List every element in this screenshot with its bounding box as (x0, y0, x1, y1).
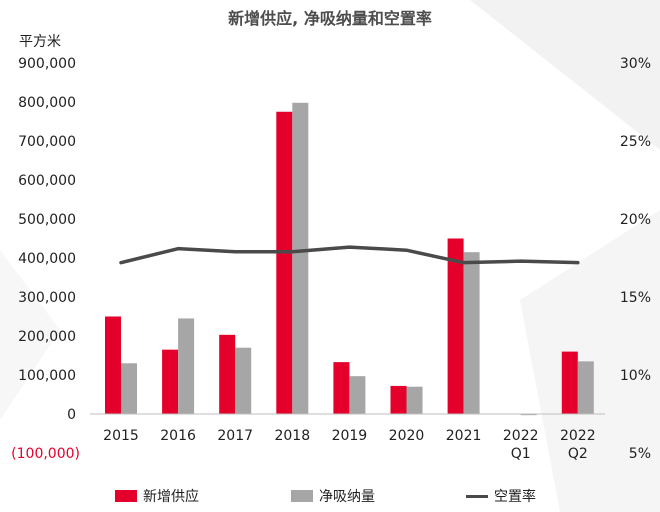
bar-supply (105, 316, 121, 414)
y-left-tick-label: 800,000 (18, 95, 76, 111)
bar-supply (219, 334, 236, 414)
bar-absorption (121, 363, 137, 414)
bar-supply (333, 362, 350, 414)
y-right-tick-label: 20% (620, 212, 651, 228)
bar-absorption (178, 318, 195, 414)
x-tick-label: 2018 (274, 428, 310, 444)
bar-supply (561, 351, 578, 414)
y-left-tick-label: 100,000 (18, 368, 76, 384)
y-left-tick-label: 500,000 (18, 212, 76, 228)
legend-swatch-absorption (291, 490, 313, 502)
legend-item-absorption: 净吸纳量 (291, 486, 375, 506)
legend-item-vacancy: 空置率 (466, 486, 536, 506)
bar-absorption (520, 414, 537, 416)
x-tick-label: 2015 (103, 428, 139, 444)
y-right-tick-label: 15% (620, 290, 651, 306)
x-tick-label: 2022 (503, 428, 539, 444)
legend-label-supply: 新增供应 (143, 489, 199, 505)
y-left-tick-label: 200,000 (18, 329, 76, 345)
legend-swatch-vacancy (466, 494, 488, 498)
y-right-tick-label: 25% (620, 134, 651, 150)
bar-absorption (577, 361, 594, 414)
y-left-tick-label: 600,000 (18, 173, 76, 189)
y-left-tick-label: 0 (67, 407, 76, 423)
legend-label-absorption: 净吸纳量 (319, 489, 375, 505)
x-tick-label: Q2 (568, 446, 588, 462)
y-left-tick-label: 400,000 (18, 251, 76, 267)
bar-absorption (235, 347, 252, 414)
y-axis-unit-label: 平方米 (19, 34, 61, 50)
x-tick-label: 2016 (160, 428, 196, 444)
bar-supply (276, 111, 293, 414)
y-right-tick-label: 30% (620, 56, 651, 72)
y-right-tick-label: 10% (620, 368, 651, 384)
x-tick-label: 2019 (332, 428, 368, 444)
line-vacancy-rate (119, 245, 580, 265)
bar-supply (162, 349, 179, 414)
x-tick-label: 2021 (446, 428, 482, 444)
x-tick-label: 2020 (389, 428, 425, 444)
legend-swatch-supply (115, 490, 137, 502)
bar-absorption (406, 386, 423, 414)
legend-item-supply: 新增供应 (115, 486, 199, 506)
bar-absorption (292, 102, 309, 414)
bar-supply (390, 385, 407, 414)
x-tick-label: 2017 (217, 428, 253, 444)
y-left-tick-label: 300,000 (18, 290, 76, 306)
x-tick-label: Q1 (511, 446, 531, 462)
y-left-tick-label: 700,000 (18, 134, 76, 150)
bar-absorption (463, 252, 480, 414)
chart-title: 新增供应, 净吸纳量和空置率 (228, 9, 432, 28)
y-right-tick-label: 5% (629, 446, 651, 462)
bar-absorption (349, 376, 366, 414)
y-left-tick-label: (100,000) (11, 446, 80, 462)
y-left-tick-label: 900,000 (18, 56, 76, 72)
x-tick-label: 2022 (560, 428, 596, 444)
legend-label-vacancy: 空置率 (494, 489, 536, 505)
bar-supply (447, 238, 464, 414)
